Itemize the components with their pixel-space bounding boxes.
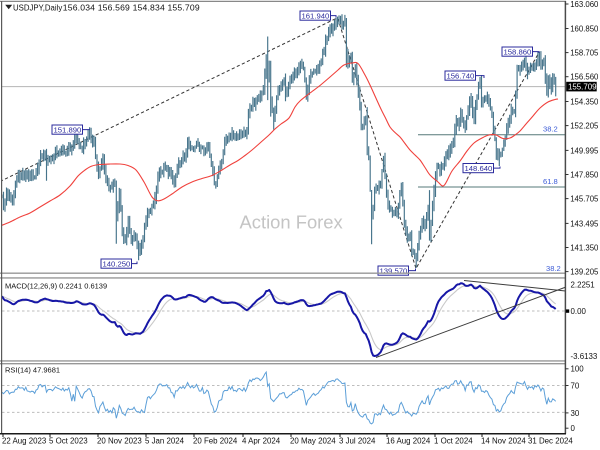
svg-text:31 Dec 2024: 31 Dec 2024 [528, 436, 573, 445]
svg-text:156.034 156.569 154.834 155.70: 156.034 156.569 154.834 155.709 [63, 2, 200, 12]
svg-text:2.2251: 2.2251 [571, 280, 595, 289]
svg-text:163.060: 163.060 [570, 0, 599, 9]
svg-text:38.2: 38.2 [543, 125, 558, 134]
svg-text:-3.6133: -3.6133 [571, 352, 598, 361]
svg-text:161.940: 161.940 [302, 11, 330, 20]
svg-text:148.640: 148.640 [465, 164, 493, 173]
svg-text:61.8: 61.8 [543, 177, 558, 186]
svg-text:20 May 2024: 20 May 2024 [290, 436, 336, 445]
svg-text:156.740: 156.740 [447, 71, 475, 80]
svg-text:1 Oct 2024: 1 Oct 2024 [434, 436, 473, 445]
svg-text:22 Aug 2023: 22 Aug 2023 [2, 436, 47, 445]
svg-text:141.350: 141.350 [570, 243, 599, 252]
svg-text:4 Apr 2024: 4 Apr 2024 [242, 436, 281, 445]
svg-text:154.350: 154.350 [570, 97, 599, 106]
svg-text:30: 30 [571, 409, 580, 418]
svg-text:149.995: 149.995 [570, 146, 599, 155]
svg-text:0: 0 [571, 424, 576, 433]
svg-text:100: 100 [571, 365, 585, 374]
svg-text:RSI(14) 47.9681: RSI(14) 47.9681 [5, 365, 60, 374]
svg-text:20 Nov 2023: 20 Nov 2023 [97, 436, 142, 445]
svg-text:MACD(12,26,9) 0.2241 0.6139: MACD(12,26,9) 0.2241 0.6139 [5, 281, 107, 290]
svg-text:3 Jul 2024: 3 Jul 2024 [339, 436, 376, 445]
svg-text:140.250: 140.250 [103, 259, 131, 268]
svg-text:5 Jan 2024: 5 Jan 2024 [145, 436, 185, 445]
svg-text:0.00: 0.00 [571, 307, 587, 316]
svg-text:145.705: 145.705 [570, 195, 599, 204]
svg-text:5 Oct 2023: 5 Oct 2023 [49, 436, 88, 445]
svg-text:USDJPY,Daily: USDJPY,Daily [13, 3, 62, 12]
svg-text:143.495: 143.495 [570, 219, 599, 228]
svg-text:14 Nov 2024: 14 Nov 2024 [481, 436, 526, 445]
svg-text:147.850: 147.850 [570, 170, 599, 179]
svg-text:139.205: 139.205 [570, 268, 599, 277]
svg-text:155.709: 155.709 [568, 82, 597, 91]
svg-text:151.890: 151.890 [54, 125, 82, 134]
svg-text:20 Feb 2024: 20 Feb 2024 [193, 436, 238, 445]
svg-text:160.850: 160.850 [570, 24, 599, 33]
svg-text:139.570: 139.570 [380, 266, 408, 275]
svg-text:158.705: 158.705 [570, 49, 599, 58]
svg-text:152.205: 152.205 [570, 122, 599, 131]
svg-text:158.860: 158.860 [504, 47, 532, 56]
svg-text:Action Forex: Action Forex [240, 212, 343, 233]
svg-text:16 Aug 2024: 16 Aug 2024 [386, 436, 431, 445]
svg-text:38.2: 38.2 [546, 264, 561, 273]
svg-text:156.560: 156.560 [570, 73, 599, 82]
svg-text:70: 70 [571, 381, 580, 390]
